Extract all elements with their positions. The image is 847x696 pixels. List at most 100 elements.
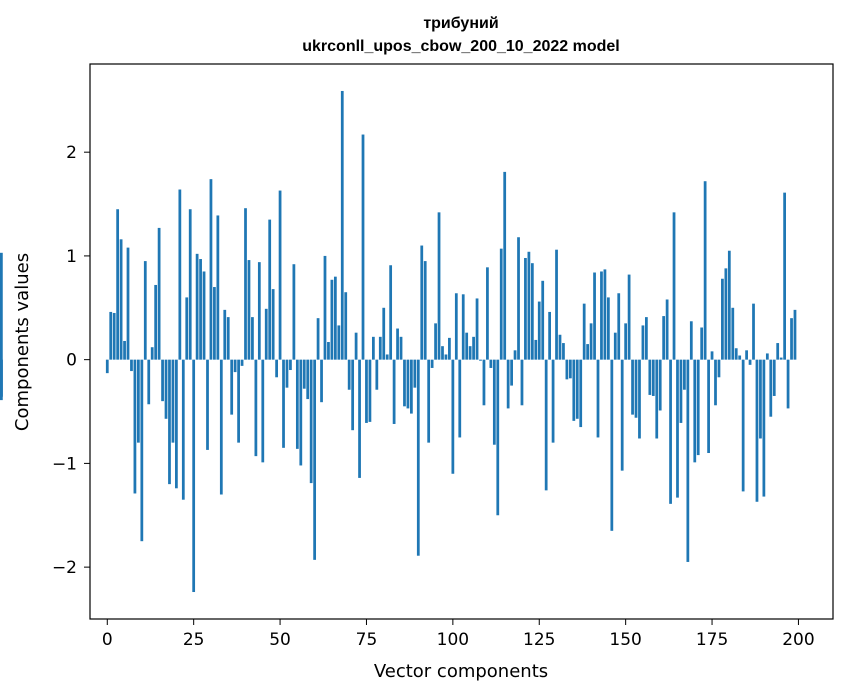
bar	[762, 359, 766, 497]
bar	[596, 359, 600, 438]
bar	[655, 359, 659, 439]
bar	[396, 328, 399, 360]
bar	[157, 227, 161, 360]
bar	[461, 294, 465, 360]
bar	[472, 336, 475, 360]
bar	[783, 192, 786, 360]
bar	[724, 268, 728, 360]
bar	[226, 317, 230, 360]
bar	[444, 354, 448, 360]
bar	[752, 303, 755, 360]
x-axis-label: Vector components	[374, 661, 548, 682]
bar	[403, 359, 406, 407]
bars-group	[0, 90, 797, 593]
chart-title-line1: трибуний	[423, 15, 498, 32]
bar	[344, 292, 348, 360]
bar	[617, 293, 621, 360]
bar	[209, 179, 213, 360]
bar	[603, 269, 607, 360]
bar	[313, 359, 317, 560]
bar	[721, 278, 724, 360]
bar	[672, 212, 676, 360]
bar	[458, 359, 462, 438]
bar	[427, 359, 431, 443]
bar	[582, 303, 586, 360]
x-tick-label: 200	[782, 630, 814, 650]
bar	[147, 359, 151, 405]
y-tick-label: 0	[66, 351, 77, 371]
bar	[261, 359, 265, 463]
x-axis-ticks: 0 25 50 75 100 125 150 175 200	[102, 619, 815, 650]
bar	[119, 239, 123, 360]
bar	[558, 334, 562, 360]
x-tick-label: 125	[523, 630, 555, 650]
bar	[489, 359, 493, 368]
bar	[271, 289, 275, 360]
bar	[278, 190, 282, 360]
bar	[479, 359, 482, 361]
bar	[562, 343, 565, 360]
bar	[541, 280, 545, 360]
bar	[748, 359, 752, 365]
bar	[448, 337, 451, 360]
plot-frame	[89, 63, 834, 620]
bar	[161, 359, 164, 402]
bar	[568, 359, 572, 379]
bar	[105, 359, 109, 374]
bar	[700, 327, 704, 360]
chart-title-line2: ukrconll_upos_cbow_200_10_2022 model	[302, 38, 619, 55]
bar	[368, 359, 372, 422]
bar	[365, 359, 368, 423]
bar	[223, 309, 227, 360]
bar	[213, 287, 216, 360]
bar	[530, 263, 534, 360]
bar	[406, 359, 410, 409]
bar	[520, 359, 524, 406]
bar	[392, 359, 396, 424]
x-tick-label: 50	[269, 630, 291, 650]
bar	[679, 359, 683, 423]
y-tick-label: −2	[52, 558, 77, 578]
bar	[175, 359, 178, 489]
bar	[254, 359, 258, 457]
bar	[378, 336, 382, 360]
bar	[347, 359, 351, 390]
bar	[710, 351, 714, 360]
bar	[206, 359, 209, 450]
bar	[755, 359, 759, 502]
bar	[790, 318, 793, 360]
bar	[620, 359, 624, 471]
bar	[289, 359, 292, 371]
bar	[268, 219, 272, 360]
bar	[292, 264, 296, 360]
bar	[116, 209, 120, 360]
y-axis-label: Components values	[12, 253, 33, 431]
bar	[631, 359, 634, 415]
bar	[662, 316, 666, 360]
bar	[150, 347, 154, 360]
bar	[492, 359, 496, 445]
bar	[683, 359, 686, 390]
bar	[340, 90, 344, 360]
bar	[482, 359, 486, 406]
bar	[465, 332, 469, 360]
bar	[641, 325, 645, 360]
y-tick-label: 2	[66, 143, 77, 163]
y-axis-ticks: −2 −1 0 1 2	[52, 143, 90, 578]
bar	[375, 359, 379, 390]
bar	[264, 308, 268, 360]
bar	[299, 359, 303, 466]
x-tick-label: 150	[609, 630, 641, 650]
bar	[413, 359, 417, 388]
bar	[420, 245, 424, 360]
y-tick-label: 1	[66, 247, 77, 267]
bar	[486, 267, 489, 360]
bar	[199, 259, 202, 360]
bar	[676, 359, 679, 498]
bar	[295, 359, 299, 449]
bar	[333, 276, 337, 360]
bar	[741, 359, 745, 492]
bar	[776, 343, 780, 360]
bar	[112, 312, 116, 360]
bar	[686, 359, 690, 562]
